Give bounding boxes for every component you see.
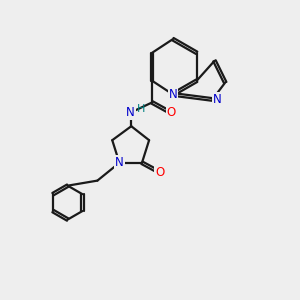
Text: N: N: [126, 106, 135, 119]
Text: H: H: [136, 104, 145, 114]
Text: N: N: [115, 156, 124, 169]
Text: N: N: [169, 88, 177, 101]
Text: N: N: [212, 93, 221, 106]
Text: O: O: [167, 106, 176, 119]
Text: O: O: [155, 166, 164, 179]
